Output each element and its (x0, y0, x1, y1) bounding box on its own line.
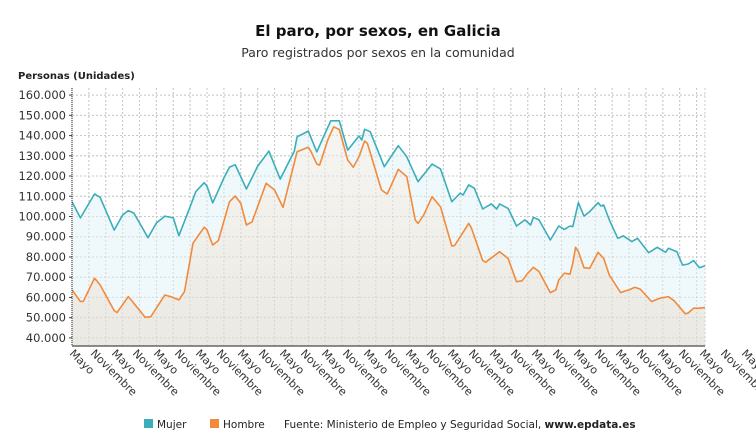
source-link[interactable]: www.epdata.es (545, 419, 636, 431)
legend: Mujer Hombre Fuente: Ministerio de Emple… (144, 419, 636, 431)
legend-swatch-hombre (210, 419, 219, 428)
y-tick-label: 150.000 (18, 108, 66, 122)
y-tick-label: 70.000 (26, 270, 66, 284)
y-tick-label: 100.000 (18, 209, 66, 223)
y-tick-label: 110.000 (18, 189, 66, 203)
y-tick-label: 160.000 (18, 88, 66, 102)
y-tick-label: 50.000 (26, 311, 66, 325)
legend-label-mujer: Mujer (157, 419, 187, 431)
legend-item-mujer[interactable]: Mujer (144, 419, 187, 431)
source-note: Fuente: Ministerio de Empleo y Seguridad… (284, 419, 636, 431)
y-tick-label: 40.000 (26, 331, 66, 345)
line-mujer (71, 120, 706, 269)
y-tick-label: 120.000 (18, 169, 66, 183)
legend-item-hombre[interactable]: Hombre (210, 419, 265, 431)
areas (71, 88, 706, 347)
y-tick-label: 80.000 (26, 250, 66, 264)
chart-subtitle: Paro registrados por sexos en la comunid… (241, 45, 514, 60)
axes (71, 88, 705, 347)
series-lines (71, 120, 706, 319)
legend-swatch-mujer (144, 419, 153, 428)
y-tick-label: 60.000 (26, 290, 66, 304)
y-tick-labels: 40.000 50.000 60.000 70.000 80.000 90.000 100.… (18, 88, 72, 345)
line-hombre (71, 126, 706, 319)
chart-title: El paro, por sexos, en Galicia (255, 22, 501, 40)
y-axis-label: Personas (Unidades) (18, 71, 135, 82)
source-prefix: Fuente: Ministerio de Empleo y Seguridad… (284, 419, 545, 431)
legend-label-hombre: Hombre (223, 419, 265, 431)
y-tick-label: 90.000 (26, 230, 66, 244)
x-tick-labels: MayoNoviembreMayoNoviembreMayoNoviembreM… (67, 347, 756, 399)
y-tick-label: 140.000 (18, 129, 66, 143)
y-tick-label: 130.000 (18, 149, 66, 163)
